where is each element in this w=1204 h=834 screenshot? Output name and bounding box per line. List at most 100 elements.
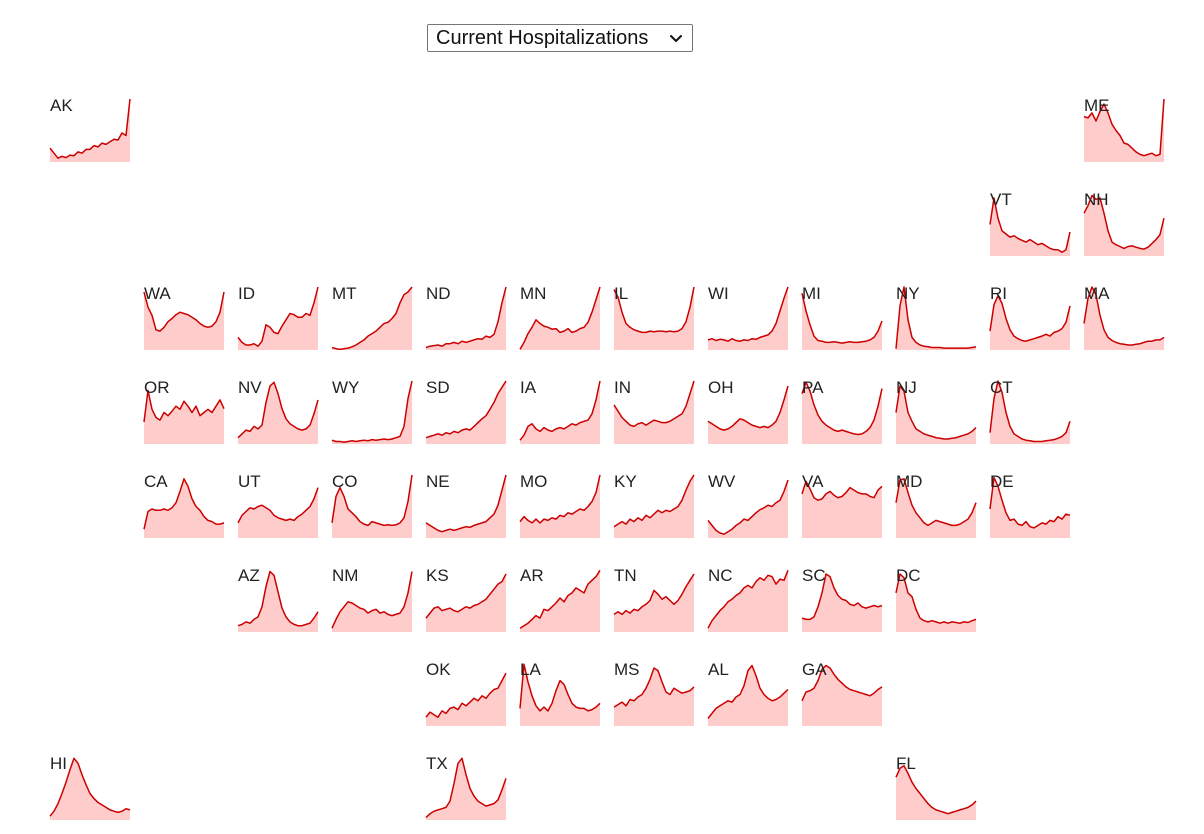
sparkline-area-de — [990, 477, 1070, 538]
sparkline-dc — [895, 573, 977, 632]
sparkline-area-al — [708, 665, 788, 726]
state-label: MA — [1084, 284, 1110, 303]
sparkline-mt — [331, 286, 413, 351]
state-cell-de: DE — [989, 472, 1071, 538]
state-label: WI — [708, 284, 729, 303]
sparkline-line-sd — [425, 380, 507, 439]
state-label: OK — [426, 660, 451, 679]
sparkline-line-oh — [707, 385, 789, 431]
sparkline-ga — [801, 664, 883, 726]
state-label: LA — [520, 660, 541, 679]
sparkline-line-pa — [801, 381, 883, 436]
state-cell-va: VA — [801, 473, 883, 538]
state-label: OH — [708, 378, 734, 397]
state-label: AL — [708, 660, 729, 679]
sparkline-area-sc — [802, 574, 882, 632]
state-cell-mn: MN — [519, 285, 601, 350]
sparkline-line-id — [237, 286, 319, 347]
sparkline-fl — [895, 765, 977, 820]
state-cell-tn: TN — [613, 566, 695, 632]
sparkline-line-tn — [613, 573, 695, 616]
sparkline-line-ut — [237, 487, 319, 524]
state-label: VT — [990, 190, 1012, 209]
state-cell-wv: WV — [707, 473, 789, 538]
sparkline-line-la — [519, 663, 601, 712]
state-cell-ut: UT — [237, 473, 319, 538]
state-cell-al: AL — [707, 660, 789, 726]
state-label: MO — [520, 472, 548, 491]
state-cell-ny: NY — [895, 285, 977, 350]
sparkline-area-hi — [50, 758, 130, 820]
sparkline-nj — [895, 385, 977, 444]
sparkline-area-or — [144, 390, 224, 444]
state-cell-or: OR — [143, 378, 225, 444]
state-cell-sd: SD — [425, 379, 507, 444]
sparkline-or — [143, 389, 225, 444]
state-label: OR — [144, 378, 170, 397]
sparkline-line-ms — [613, 667, 695, 708]
sparkline-area-dc — [896, 574, 976, 632]
sparkline-line-in — [613, 380, 695, 428]
sparkline-line-ks — [425, 573, 507, 619]
state-cell-ks: KS — [425, 567, 507, 632]
sparkline-oh — [707, 385, 789, 444]
state-label: MD — [896, 472, 923, 491]
sparkline-area-ok — [426, 673, 506, 726]
state-cell-ma: MA — [1083, 284, 1165, 350]
sparkline-mo — [519, 474, 601, 538]
state-cell-nv: NV — [237, 378, 319, 444]
state-cell-mi: MI — [801, 285, 883, 350]
sparkline-id — [237, 286, 319, 350]
state-label: NV — [238, 378, 262, 397]
sparkline-nc — [707, 570, 789, 632]
sparkline-area-nd — [426, 287, 506, 350]
sparkline-area-nv — [238, 382, 318, 444]
state-label: RI — [990, 284, 1007, 303]
sparkline-al — [707, 664, 789, 726]
state-cell-fl: FL — [895, 755, 977, 820]
state-label: ID — [238, 284, 255, 303]
sparkline-nm — [331, 571, 413, 632]
sparkline-nv — [237, 381, 319, 444]
sparkline-area-ny — [896, 287, 976, 350]
state-label: AZ — [238, 566, 260, 585]
sparkline-area-wv — [708, 480, 788, 538]
sparkline-ny — [895, 286, 977, 350]
sparkline-area-id — [238, 287, 318, 350]
state-label: WA — [144, 284, 171, 303]
state-cell-ok: OK — [425, 660, 507, 726]
state-label: AR — [520, 566, 544, 585]
sparkline-area-ct — [990, 381, 1070, 444]
sparkline-line-ga — [801, 664, 883, 702]
sparkline-line-ca — [143, 478, 225, 530]
state-label: DE — [990, 472, 1014, 491]
sparkline-ky — [613, 474, 695, 538]
state-cell-wa: WA — [143, 284, 225, 350]
sparkline-line-ak — [49, 98, 131, 159]
state-cell-me: ME — [1083, 97, 1165, 162]
sparkline-tx — [425, 757, 507, 820]
metric-select[interactable]: Current Hospitalizations — [427, 24, 693, 52]
sparkline-line-mn — [519, 286, 601, 350]
state-cell-tx: TX — [425, 755, 507, 820]
state-label: TN — [614, 566, 637, 585]
sparkline-ks — [425, 573, 507, 632]
sparkline-line-nc — [707, 570, 789, 629]
state-cell-wy: WY — [331, 379, 413, 444]
state-label: CT — [990, 378, 1013, 397]
sparkline-area-la — [520, 664, 600, 726]
state-cell-ms: MS — [613, 661, 695, 726]
sparkline-hi — [49, 757, 131, 820]
sparkline-in — [613, 380, 695, 444]
sparkline-area-nh — [1084, 195, 1164, 256]
sparkline-line-mi — [801, 293, 883, 344]
sparkline-area-il — [614, 287, 694, 350]
state-cell-ak: AK — [49, 97, 131, 162]
sparkline-area-mt — [332, 287, 412, 350]
sparkline-nh — [1083, 194, 1165, 256]
sparkline-line-hi — [49, 757, 131, 817]
sparkline-area-ut — [238, 487, 318, 538]
sparkline-line-mt — [331, 286, 413, 351]
state-cell-oh: OH — [707, 378, 789, 444]
sparkline-md — [895, 478, 977, 538]
